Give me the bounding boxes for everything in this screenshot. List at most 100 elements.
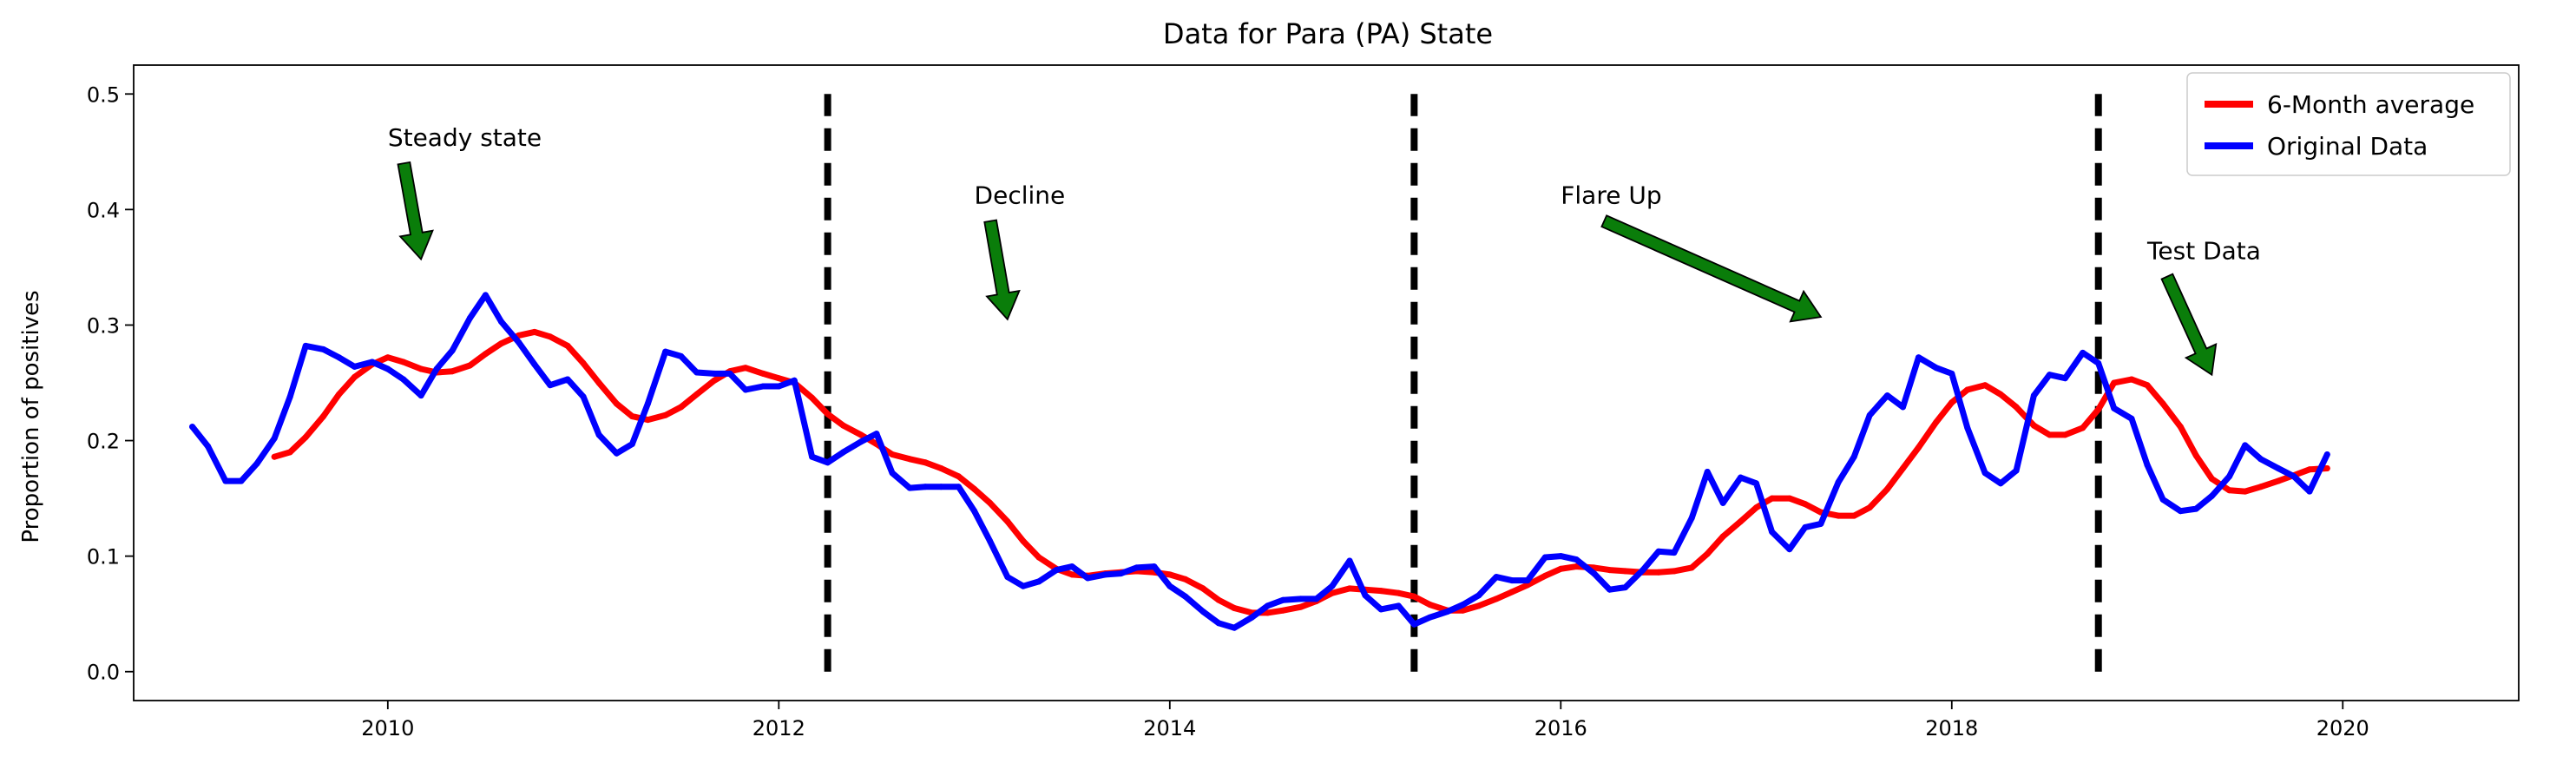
data-point-6-month-average [2257,484,2264,490]
data-point-6-month-average [1231,605,1238,611]
data-point-6-month-average [1557,565,1564,572]
data-point-original-data [564,376,571,383]
data-point-original-data [644,400,651,407]
data-point-original-data [1182,593,1189,600]
data-point-6-month-average [1346,585,1353,592]
data-point-6-month-average [1835,512,1842,519]
data-point-6-month-average [1460,607,1467,614]
data-point-6-month-average [1655,569,1662,576]
data-point-original-data [1933,365,1940,372]
data-point-6-month-average [336,391,342,398]
data-point-original-data [1231,624,1238,631]
data-point-6-month-average [1508,589,1515,596]
data-point-6-month-average [1933,418,1940,425]
data-point-original-data [1279,596,1286,603]
data-point-6-month-average [2128,376,2135,383]
data-point-original-data [2128,415,2135,422]
data-point-original-data [1769,529,1776,536]
data-point-original-data [449,347,456,354]
data-point-original-data [1850,453,1857,460]
data-point-original-data [1508,577,1515,584]
data-point-6-month-average [1329,589,1336,596]
data-point-6-month-average [1948,399,1955,406]
data-point-6-month-average [1866,504,1873,511]
x-tick-label: 2020 [2316,716,2369,740]
data-point-6-month-average [922,459,929,466]
data-point-original-data [222,477,229,484]
data-point-original-data [858,438,864,445]
data-point-6-month-average [1884,485,1890,492]
data-point-original-data [1395,602,1402,609]
data-point-original-data [352,363,358,370]
data-point-6-month-average [1900,465,1906,471]
data-point-6-month-average [613,400,620,407]
data-point-original-data [336,354,342,361]
data-point-original-data [1655,548,1662,555]
data-point-original-data [1786,546,1793,553]
data-point-original-data [1541,554,1548,561]
data-point-original-data [1719,499,1726,506]
data-point-original-data [253,460,260,467]
data-point-6-month-average [1738,518,1744,525]
data-point-original-data [2257,456,2264,463]
data-point-original-data [825,459,831,466]
series-line-6-month-average [271,328,2330,616]
data-point-original-data [498,319,504,325]
data-point-original-data [547,382,554,389]
data-point-original-data [2046,372,2053,378]
data-point-6-month-average [2095,406,2102,413]
data-point-6-month-average [1264,609,1271,616]
data-point-6-month-average [840,422,847,429]
data-point-original-data [466,315,473,321]
data-point-original-data [1900,404,1906,411]
chart-title: Data for Para (PA) State [1163,17,1493,50]
data-point-6-month-average [1719,533,1726,540]
data-point-original-data [693,369,700,376]
data-point-original-data [2306,488,2313,495]
data-point-original-data [1948,370,1955,377]
data-point-6-month-average [628,413,635,420]
data-point-original-data [189,424,196,431]
y-tick-label: 0.0 [87,661,120,685]
data-point-6-month-average [1215,596,1222,603]
data-point-6-month-average [1671,568,1678,575]
data-point-6-month-average [1753,504,1759,511]
data-point-original-data [516,339,522,346]
data-point-6-month-average [466,362,473,369]
data-point-original-data [384,365,391,372]
data-point-original-data [1817,520,1824,527]
data-point-original-data [1493,574,1500,581]
data-point-original-data [1884,392,1890,399]
data-point-6-month-average [711,377,718,384]
data-point-6-month-average [2323,465,2330,471]
data-point-6-month-average [956,473,962,480]
data-point-original-data [1557,553,1564,560]
data-point-original-data [1035,578,1042,585]
data-point-6-month-average [1377,588,1384,595]
data-point-6-month-average [693,391,700,398]
data-point-6-month-average [531,328,538,335]
y-tick-label: 0.2 [87,430,120,454]
data-point-6-month-average [2111,379,2118,386]
data-point-original-data [302,342,309,349]
data-point-original-data [613,450,620,457]
data-point-original-data [1591,570,1598,577]
data-point-original-data [1607,586,1613,593]
data-point-original-data [1444,609,1451,615]
data-point-original-data [1475,592,1482,599]
data-point-original-data [1084,575,1091,582]
data-point-6-month-average [775,375,782,382]
data-point-original-data [320,346,326,352]
data-point-6-month-average [547,333,554,340]
data-point-original-data [1802,523,1809,530]
series-line-original-data [189,292,2330,631]
data-point-original-data [1460,602,1467,608]
data-point-original-data [595,431,602,438]
legend-box [2186,72,2511,176]
x-tick-label: 2018 [1925,716,1978,740]
x-tick-label: 2010 [361,716,414,740]
data-point-6-month-average [1279,607,1286,614]
data-point-original-data [433,365,440,372]
data-point-original-data [2013,467,2020,474]
data-point-original-data [1151,563,1158,570]
